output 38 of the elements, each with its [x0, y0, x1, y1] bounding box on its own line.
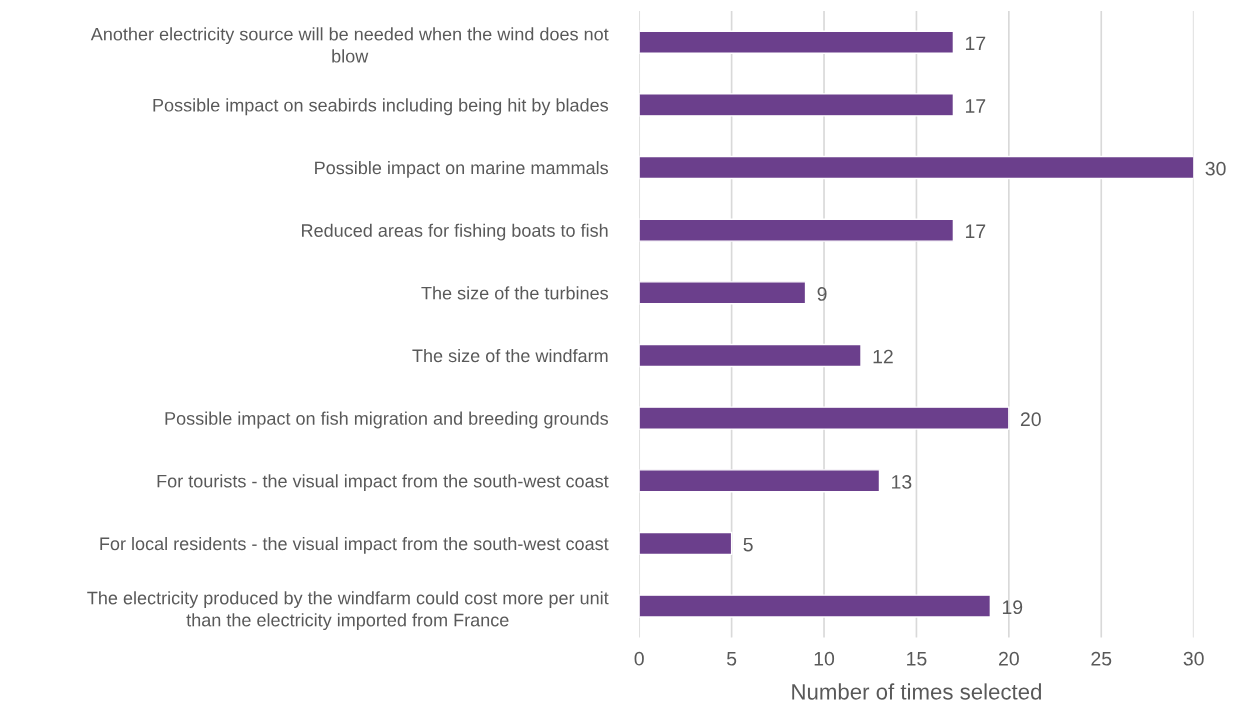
bar [639, 594, 992, 618]
bar [639, 406, 1010, 430]
data-label: 20 [1020, 412, 1041, 427]
data-label: 5 [743, 537, 753, 552]
y-tick-label: The size of the windfarm [412, 348, 608, 363]
bar [639, 343, 862, 368]
bar [639, 218, 955, 242]
data-label: 17 [965, 99, 986, 113]
bar [639, 531, 733, 556]
x-axis-title: Number of times selected [792, 683, 1041, 700]
data-label: 17 [965, 224, 986, 238]
x-tick-label: 30 [1183, 651, 1204, 666]
y-tick-label: The electricity produced by the windfarm could cost more per unit than the electricity imported from France [87, 591, 609, 631]
x-tick-label: 10 [814, 651, 835, 666]
bar [639, 281, 807, 305]
data-label: 12 [873, 349, 893, 364]
data-label: 17 [965, 36, 986, 51]
data-label: 19 [1002, 600, 1023, 615]
bar [639, 155, 1194, 180]
bar [639, 469, 881, 493]
y-tick-label: For tourists - the visual impact from the south-west coast [157, 474, 609, 492]
x-tick-label: 0 [634, 651, 644, 666]
data-label: 13 [892, 475, 912, 489]
y-tick-label: For local residents - the visual impact from the south-west coast [100, 536, 609, 554]
bar [639, 30, 955, 54]
bar [639, 93, 955, 117]
y-tick-label: Possible impact on fish migration and breeding grounds [165, 411, 609, 429]
y-tick-label: Possible impact on seabirds including being hit by blades [153, 98, 609, 116]
data-label: 30 [1205, 161, 1226, 176]
x-tick-label: 20 [999, 651, 1019, 666]
data-label: 9 [817, 287, 827, 301]
y-tick-label: Possible impact on marine mammals [315, 160, 609, 178]
x-tick-label: 15 [907, 652, 927, 666]
x-tick-label: 5 [726, 652, 737, 666]
y-tick-label: The size of the turbines [421, 286, 608, 300]
x-tick-label: 25 [1091, 651, 1112, 666]
y-tick-label: Reduced areas for fishing boats to fish [302, 223, 608, 241]
y-tick-label: Another electricity source will be needed when the wind does not blow [90, 27, 609, 63]
